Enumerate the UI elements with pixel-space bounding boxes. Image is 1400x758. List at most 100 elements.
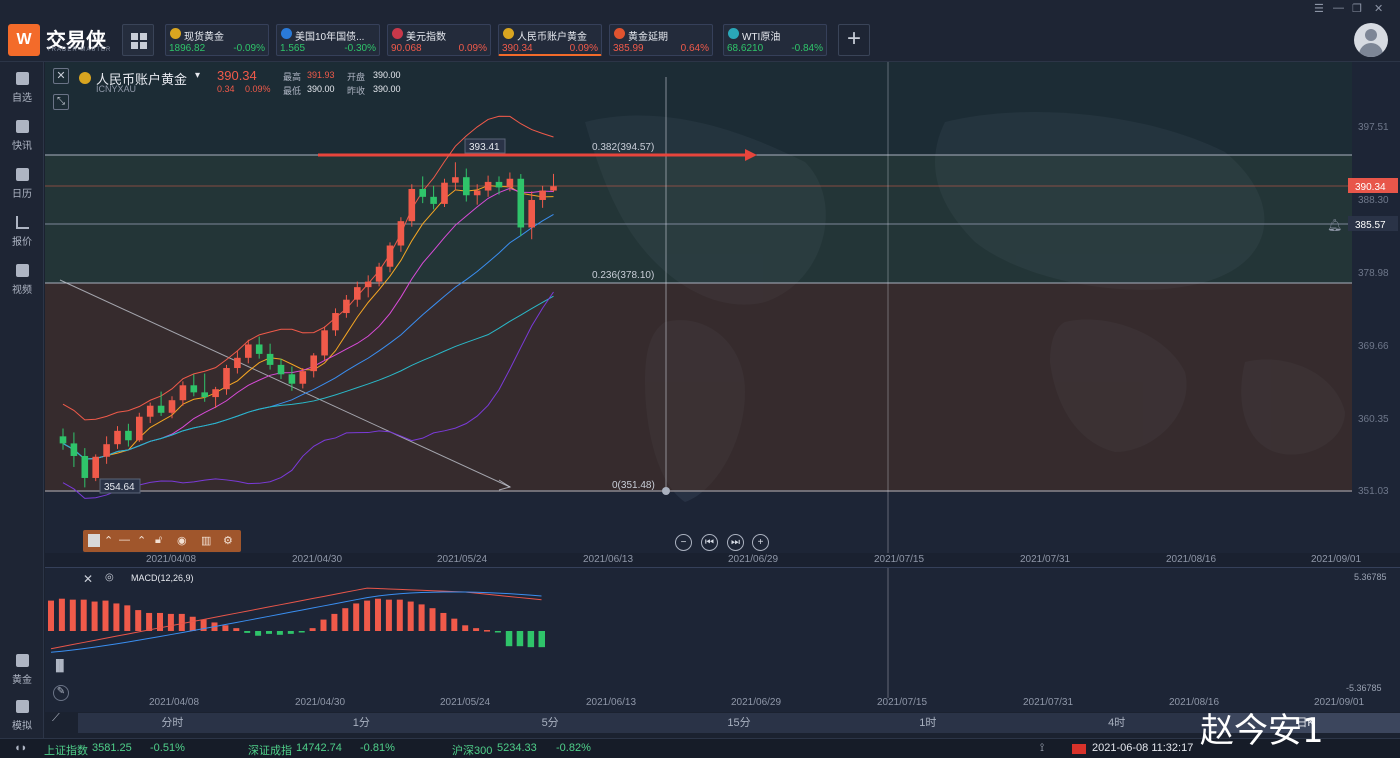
candle-body[interactable] <box>146 405 154 417</box>
close-window-icon[interactable]: ✕ <box>1374 3 1384 15</box>
period-tab[interactable]: 日K <box>1211 713 1400 733</box>
candle-body[interactable] <box>354 287 361 300</box>
candle-body[interactable] <box>310 355 317 372</box>
scroll-start-button[interactable]: ⏮ <box>701 534 718 551</box>
candle-body[interactable] <box>277 364 285 375</box>
candle-body[interactable] <box>59 436 67 444</box>
candle-body[interactable] <box>528 199 535 228</box>
period-tab[interactable]: 分时 <box>161 717 184 729</box>
ticker-tab[interactable]: WTI原油 68.6210 -0.84% <box>723 24 827 56</box>
candle-body[interactable] <box>125 430 132 441</box>
candle-body[interactable] <box>288 374 296 384</box>
trash-icon[interactable]: ▥ <box>201 535 212 547</box>
candle-body[interactable] <box>234 357 241 369</box>
ticker-tab[interactable]: 黄金延期 385.99 0.64% <box>609 24 713 56</box>
candle-body[interactable] <box>103 444 110 457</box>
candle-body[interactable] <box>473 190 481 196</box>
add-tab-button[interactable]: + <box>838 24 870 56</box>
main-price-chart[interactable]: 397.51 388.30 378.98 369.66 360.35 351.03 390.… <box>45 62 1400 567</box>
period-tab[interactable]: 15分 <box>727 717 751 729</box>
candle-body[interactable] <box>201 392 208 398</box>
candle-body[interactable] <box>441 182 448 204</box>
candle-body[interactable] <box>299 371 307 384</box>
candle-body[interactable] <box>92 456 99 478</box>
chevron-up-icon[interactable]: ⌃ <box>137 535 147 547</box>
candle-body[interactable] <box>321 330 328 356</box>
macd-panel[interactable]: ✕ ◎ MACD(12,26,9) 5.36785 -5.36785 2021/… <box>45 567 1400 712</box>
candlestick-chart-svg[interactable]: 397.51 388.30 378.98 369.66 360.35 351.03 390.… <box>45 62 1400 567</box>
candle-body[interactable] <box>223 368 230 390</box>
close-chart-icon[interactable]: ✕ <box>53 68 69 84</box>
candle-body[interactable] <box>136 416 143 441</box>
bell-icon[interactable]: 🔔︎ <box>1327 218 1342 232</box>
candle-body[interactable] <box>332 313 339 331</box>
candle-body[interactable] <box>168 400 176 413</box>
ticker-tab[interactable]: 美元指数 90.068 0.09% <box>387 24 491 56</box>
sidebar-item-news[interactable]: 快讯 <box>0 116 44 156</box>
candle-body[interactable] <box>375 266 383 282</box>
candle-body[interactable] <box>452 177 459 183</box>
headset-icon[interactable]: ◖◗ <box>14 742 28 754</box>
line-tool-icon[interactable]: ⟋ <box>52 712 60 724</box>
scroll-end-button[interactable]: ⏭ <box>727 534 744 551</box>
close-indicator-icon[interactable]: ✕ <box>83 572 94 586</box>
network-icon[interactable]: ⟟ <box>1040 742 1045 754</box>
candle-body[interactable] <box>212 389 219 398</box>
menu-icon[interactable]: ☰ <box>1314 3 1324 15</box>
candle-body[interactable] <box>343 299 350 314</box>
candle-body[interactable] <box>550 186 557 191</box>
period-tab[interactable]: 5分 <box>541 717 559 729</box>
candle-body[interactable] <box>419 188 426 197</box>
candle-body[interactable] <box>190 385 198 393</box>
sidebar-item-simulate[interactable]: 模拟 <box>0 696 44 736</box>
avatar[interactable] <box>1354 23 1388 57</box>
zoom-out-button[interactable]: − <box>675 534 692 551</box>
indicator-settings-icon[interactable]: ◎ <box>105 572 114 583</box>
candle-body[interactable] <box>386 245 394 267</box>
zoom-in-button[interactable]: + <box>752 534 769 551</box>
sidebar-item-quotes[interactable]: 报价 <box>0 212 44 252</box>
sidebar-item-calendar[interactable]: 日历 <box>0 164 44 204</box>
candle-body[interactable] <box>539 190 546 200</box>
lock-icon[interactable]: 🔓︎ <box>155 534 163 546</box>
instrument-name[interactable]: 人民币账户黄金 <box>96 72 188 87</box>
candle-body[interactable] <box>463 177 470 196</box>
ticker-tab[interactable]: 人民币账户黄金 390.34 0.09% <box>498 24 602 56</box>
line-style-icon[interactable]: — <box>119 534 130 546</box>
period-tab[interactable]: 1时 <box>919 717 937 729</box>
period-tab[interactable]: 4时 <box>1108 717 1126 729</box>
candle-body[interactable] <box>430 196 437 204</box>
ticker-tab[interactable]: 美国10年国债... 1.565 -0.30% <box>276 24 380 56</box>
candle-body[interactable] <box>364 281 372 288</box>
candle-body[interactable] <box>70 443 78 456</box>
period-tab[interactable]: 1分 <box>352 717 370 729</box>
candle-body[interactable] <box>157 405 165 413</box>
sidebar-item-watchlist[interactable]: 自选 <box>0 68 44 108</box>
candle-body[interactable] <box>397 221 405 246</box>
candle-body[interactable] <box>408 188 416 222</box>
bar-chart-tool-icon[interactable]: ▐▌ <box>52 660 68 672</box>
candle-body[interactable] <box>245 344 252 358</box>
candle-body[interactable] <box>517 178 525 228</box>
candle-body[interactable] <box>255 344 263 354</box>
candle-body[interactable] <box>266 353 274 365</box>
minimize-icon[interactable]: — <box>1333 2 1344 14</box>
candle-body[interactable] <box>506 178 514 188</box>
eye-icon[interactable]: ◉ <box>177 535 187 547</box>
chevron-down-icon[interactable]: ▾ <box>195 70 201 81</box>
color-swatch[interactable] <box>88 534 100 547</box>
sidebar-item-video[interactable]: 视频 <box>0 260 44 300</box>
layout-grid-button[interactable] <box>122 24 154 56</box>
candle-body[interactable] <box>179 385 187 401</box>
candle-body[interactable] <box>495 181 503 188</box>
candle-body[interactable] <box>114 430 121 445</box>
pencil-icon[interactable]: ✎ <box>53 685 69 701</box>
chevron-up-icon[interactable]: ⌃ <box>104 535 114 547</box>
collapse-icon[interactable]: ⤡ <box>53 94 69 110</box>
settings-icon[interactable]: ⚙ <box>223 535 233 547</box>
sidebar-item-gold[interactable]: 黄金 <box>0 650 44 690</box>
fib-anchor-point[interactable] <box>662 487 670 495</box>
candle-body[interactable] <box>484 181 492 191</box>
ticker-tab[interactable]: 现货黄金 1896.82 -0.09% <box>165 24 269 56</box>
restore-icon[interactable]: ❐ <box>1352 3 1362 15</box>
